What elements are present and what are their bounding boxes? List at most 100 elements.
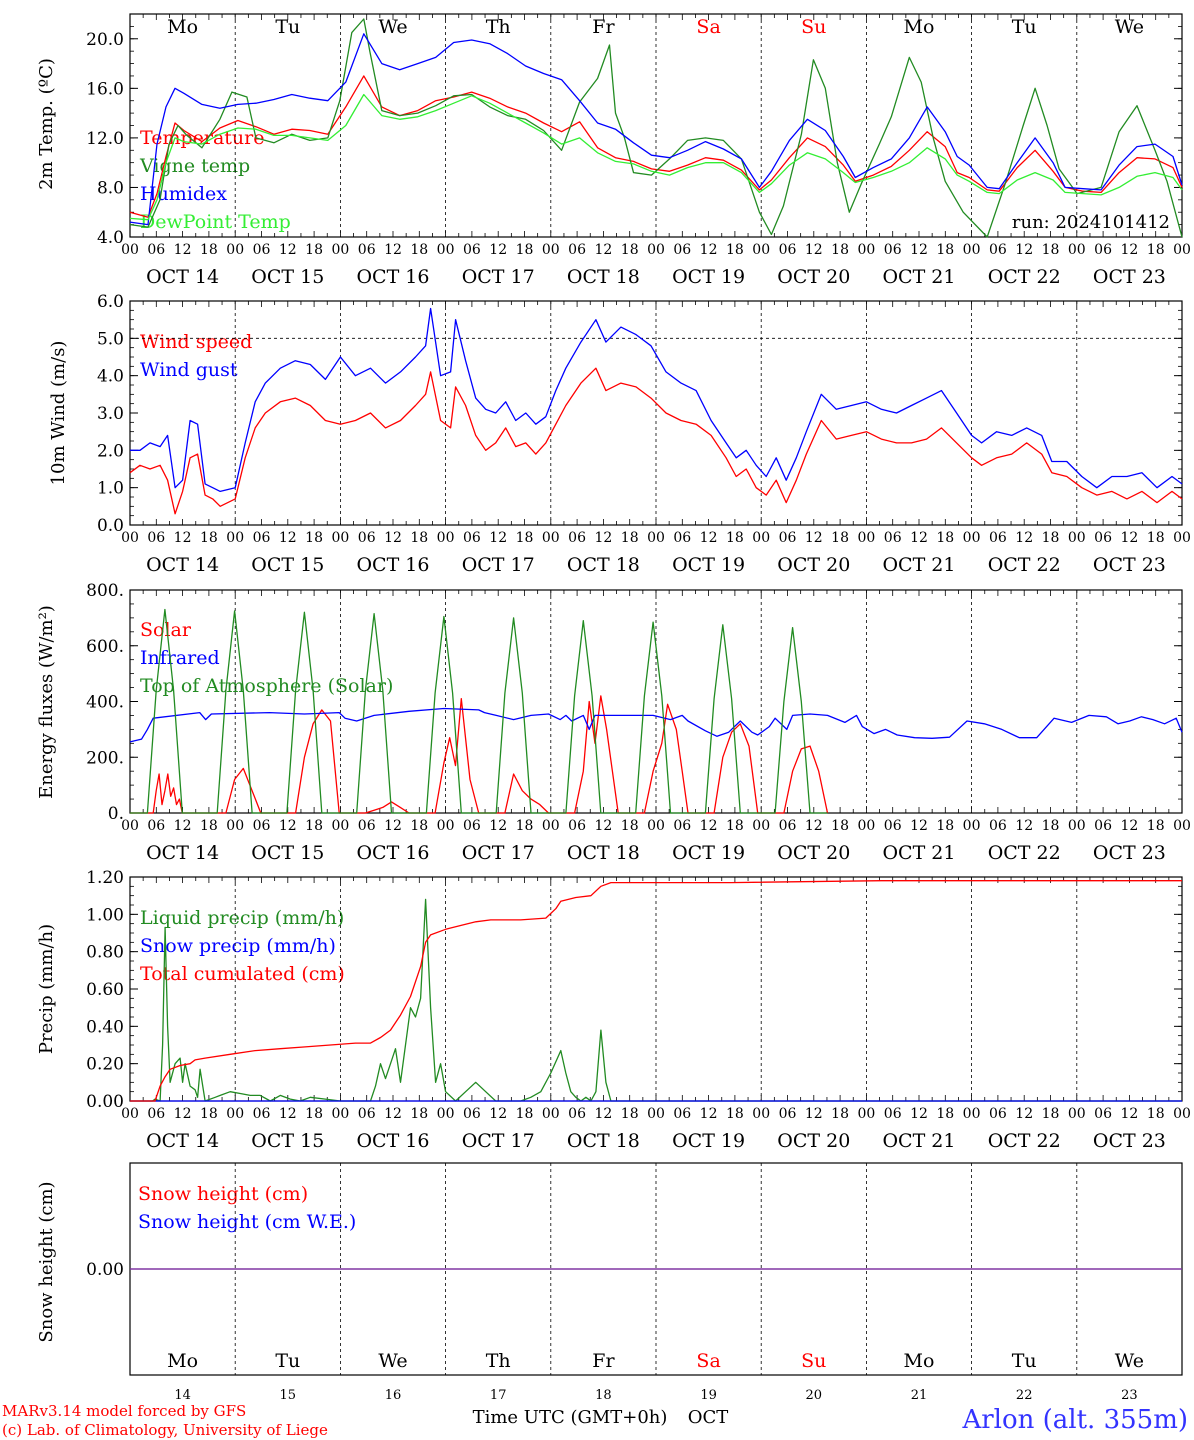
hour-label: 00 <box>963 530 981 546</box>
panel-precip: 0.00 0.20 0.40 0.60 0.80 1.00 1.20 00 06 12 18 00 06… <box>86 868 1191 1152</box>
hour-label: 12 <box>384 818 402 834</box>
hour-label: 18 <box>200 818 218 834</box>
panel-frame <box>129 13 1183 238</box>
day-number: 18 <box>595 1388 612 1403</box>
hour-label: 00 <box>437 242 455 258</box>
weekday-label: Su <box>801 1350 826 1372</box>
hour-label: 00 <box>1173 818 1191 834</box>
day-number: 21 <box>911 1388 928 1403</box>
hour-label: 18 <box>305 530 323 546</box>
hour-label: 18 <box>1147 818 1165 834</box>
hour-label: 06 <box>463 530 481 546</box>
weekday-label: We <box>1115 16 1144 38</box>
date-label: OCT 17 <box>462 1130 535 1152</box>
date-label: OCT 22 <box>988 554 1061 576</box>
chart-marks: 4.0 8.0 12.0 16.0 20.0 00 06 12 18 00 06 12 18 00 06 12… <box>86 13 1191 1403</box>
date-label: OCT 16 <box>356 554 429 576</box>
date-label: OCT 16 <box>356 842 429 864</box>
series-line-total-cumulated-cm- <box>130 880 1182 1102</box>
date-label: OCT 23 <box>1093 842 1166 864</box>
weekday-label: Mo <box>167 16 198 38</box>
hour-label: 12 <box>384 530 402 546</box>
hour-label: 18 <box>726 818 744 834</box>
hour-label: 06 <box>568 242 586 258</box>
weekday-label: Th <box>486 16 511 38</box>
hour-label: 12 <box>700 242 718 258</box>
date-label: OCT 15 <box>251 842 324 864</box>
hour-label: 12 <box>594 818 612 834</box>
weekday-label: Tu <box>275 16 300 38</box>
hour-label: 06 <box>463 1106 481 1122</box>
hour-label: 18 <box>621 530 639 546</box>
legend-wind-gust: Wind gust <box>140 359 238 381</box>
hour-label: 12 <box>1015 530 1033 546</box>
hour-label: 00 <box>331 242 349 258</box>
date-label: OCT 14 <box>146 1130 219 1152</box>
panel-frame <box>129 589 1183 814</box>
hour-label: 06 <box>1094 1106 1112 1122</box>
hour-label: 18 <box>516 530 534 546</box>
date-label: OCT 22 <box>988 842 1061 864</box>
hour-label: 12 <box>1120 242 1138 258</box>
legend-temperature: Temperature <box>140 127 264 149</box>
hour-label: 06 <box>989 1106 1007 1122</box>
date-label: OCT 21 <box>882 266 955 288</box>
hour-label: 18 <box>831 818 849 834</box>
y-tick-label: 0.00 <box>86 1260 124 1280</box>
hour-label: 12 <box>805 242 823 258</box>
weekday-label: Tu <box>1012 1350 1037 1372</box>
hour-label: 00 <box>121 242 139 258</box>
hour-label: 06 <box>147 818 165 834</box>
date-label: OCT 18 <box>567 842 640 864</box>
date-label: OCT 14 <box>146 554 219 576</box>
hour-label: 00 <box>331 530 349 546</box>
hour-label: 18 <box>726 242 744 258</box>
y-tick-label: 4.0 <box>97 228 124 248</box>
date-label: OCT 19 <box>672 1130 745 1152</box>
date-label: OCT 20 <box>777 1130 850 1152</box>
weekday-label: We <box>1115 1350 1144 1372</box>
y-tick-label: 600. <box>86 637 124 657</box>
hour-label: 00 <box>752 818 770 834</box>
wind-panel: 10m Wind (m/s) Wind speed Wind gust <box>48 331 252 485</box>
hour-label: 00 <box>1068 1106 1086 1122</box>
hour-label: 12 <box>910 530 928 546</box>
hour-label: 12 <box>279 1106 297 1122</box>
date-label: OCT 15 <box>251 1130 324 1152</box>
hour-label: 18 <box>831 1106 849 1122</box>
hour-label: 12 <box>910 242 928 258</box>
date-label: OCT 16 <box>356 1130 429 1152</box>
y-tick-label: 16.0 <box>86 79 124 99</box>
hour-label: 06 <box>779 818 797 834</box>
date-label: OCT 21 <box>882 554 955 576</box>
date-label: OCT 18 <box>567 266 640 288</box>
hour-label: 00 <box>1173 242 1191 258</box>
legend-snow-height: Snow height (cm) <box>138 1183 308 1205</box>
month-label: OCT <box>688 1407 729 1428</box>
panel-flux: 0. 200. 400. 600. 800. 00 06 12 18 00 06 12 18 00 06 12… <box>86 581 1191 864</box>
hour-label: 18 <box>726 530 744 546</box>
hour-label: 18 <box>1042 1106 1060 1122</box>
day-number: 23 <box>1121 1388 1138 1403</box>
hour-label: 00 <box>647 242 665 258</box>
series-line-vigne-temp <box>129 18 1183 238</box>
hour-label: 00 <box>857 242 875 258</box>
date-label: OCT 18 <box>567 1130 640 1152</box>
hour-label: 00 <box>1173 1106 1191 1122</box>
legend-toa-solar: Top of Atmosphere (Solar) <box>140 675 393 697</box>
y-tick-label: 1.00 <box>86 905 124 925</box>
date-label: OCT 17 <box>462 266 535 288</box>
hour-label: 00 <box>542 818 560 834</box>
hour-label: 12 <box>489 818 507 834</box>
date-label: OCT 22 <box>988 266 1061 288</box>
hour-label: 00 <box>1068 530 1086 546</box>
y-tick-label: 800. <box>86 581 124 601</box>
hour-label: 18 <box>936 530 954 546</box>
precip-ylabel: Precip (mm/h) <box>36 924 57 1054</box>
weekday-label: Tu <box>275 1350 300 1372</box>
hour-label: 00 <box>857 818 875 834</box>
date-label: OCT 18 <box>567 554 640 576</box>
hour-label: 18 <box>200 530 218 546</box>
hour-label: 00 <box>331 1106 349 1122</box>
